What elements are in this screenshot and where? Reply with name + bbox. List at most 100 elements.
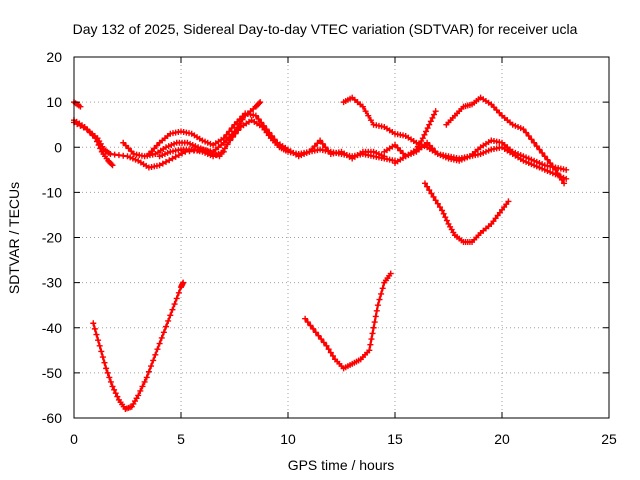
data-point-marker [103,365,110,372]
data-point-marker [223,131,230,138]
data-point-marker [171,301,178,308]
data-point-marker [318,336,325,343]
data-point-marker [520,126,527,133]
series-sat-e [145,110,388,162]
data-point-marker [443,217,450,224]
data-point-marker [558,176,565,183]
data-point-marker [556,173,563,180]
data-point-marker [505,198,512,205]
data-point-marker [101,359,108,366]
data-point-marker [179,150,186,157]
data-point-marker [80,124,87,131]
data-point-marker [525,132,532,139]
data-point-marker [271,136,278,143]
data-point-marker [427,118,434,125]
data-point-marker [260,122,267,129]
data-point-marker [98,348,105,355]
data-point-marker [263,126,270,133]
data-point-marker [541,153,548,160]
data-point-marker [372,313,379,320]
data-point-marker [544,156,551,163]
chart-title: Day 132 of 2025, Sidereal Day-to-day VTE… [73,21,578,37]
data-point-marker [423,128,430,135]
data-point-marker [378,290,385,297]
data-point-marker [99,354,106,361]
data-point-marker [539,149,546,156]
data-point-marker [368,336,375,343]
data-point-marker [173,295,180,302]
data-point-marker [109,383,116,390]
data-point-marker [160,329,167,336]
x-axis-label: GPS time / hours [288,457,395,473]
data-point-marker [169,155,176,162]
x-tick-label: 5 [177,431,185,447]
data-point-marker [163,158,170,165]
data-point-marker [440,210,447,217]
data-point-marker [428,190,435,197]
x-tick-label: 25 [601,431,617,447]
data-point-marker [172,153,179,160]
data-point-marker [304,319,311,326]
x-tick-label: 0 [70,431,78,447]
data-point-marker [107,378,114,385]
data-point-marker [379,285,386,292]
data-point-marker [426,121,433,128]
series-sat-f [156,146,227,160]
data-point-marker [96,342,103,349]
data-point-marker [315,332,322,339]
data-point-marker [166,157,173,164]
data-point-marker [108,161,115,168]
data-point-marker [167,312,174,319]
data-point-marker [371,319,378,326]
data-point-marker [419,135,426,142]
series-sat-g [340,94,570,182]
data-point-marker [322,144,329,151]
data-point-marker [220,135,227,142]
data-point-marker [367,341,374,348]
data-point-marker [152,351,159,358]
data-point-marker [327,349,334,356]
data-point-marker [317,137,324,144]
data-point-marker [547,160,554,167]
data-point-marker [430,193,437,200]
y-axis-label: SDTVAR / TECUs [6,182,22,294]
data-point-marker [159,160,166,167]
x-tick-label: 10 [280,431,296,447]
data-point-marker [109,162,116,169]
x-tick-label: 20 [494,431,510,447]
data-point-marker [320,339,327,346]
data-point-marker [432,108,439,115]
data-point-marker [424,183,431,190]
data-point-marker [429,114,436,121]
data-point-marker [156,340,163,347]
data-point-marker [114,393,121,400]
data-point-marker [77,122,84,129]
data-point-marker [376,296,383,303]
data-point-marker [165,317,172,324]
y-tick-label: -40 [42,320,62,336]
data-point-marker [163,323,170,330]
y-tick-label: 0 [54,139,62,155]
data-point-marker [523,129,530,136]
data-point-marker [143,374,150,381]
data-point-marker [252,112,259,119]
data-point-marker [111,386,118,393]
data-point-marker [531,139,538,146]
data-point-marker [90,320,97,327]
data-point-marker [436,204,443,211]
data-point-marker [175,152,182,159]
data-point-marker [424,125,431,132]
data-point-marker [563,166,570,173]
data-point-marker [369,330,376,337]
y-tick-label: -30 [42,275,62,291]
data-point-marker [148,363,155,370]
data-point-marker [91,325,98,332]
data-point-marker [533,143,540,150]
data-point-marker [266,129,273,136]
data-point-marker [325,147,332,154]
data-point-marker [374,302,381,309]
data-point-marker [439,207,446,214]
data-point-marker [158,334,165,341]
data-point-marker [93,331,100,338]
